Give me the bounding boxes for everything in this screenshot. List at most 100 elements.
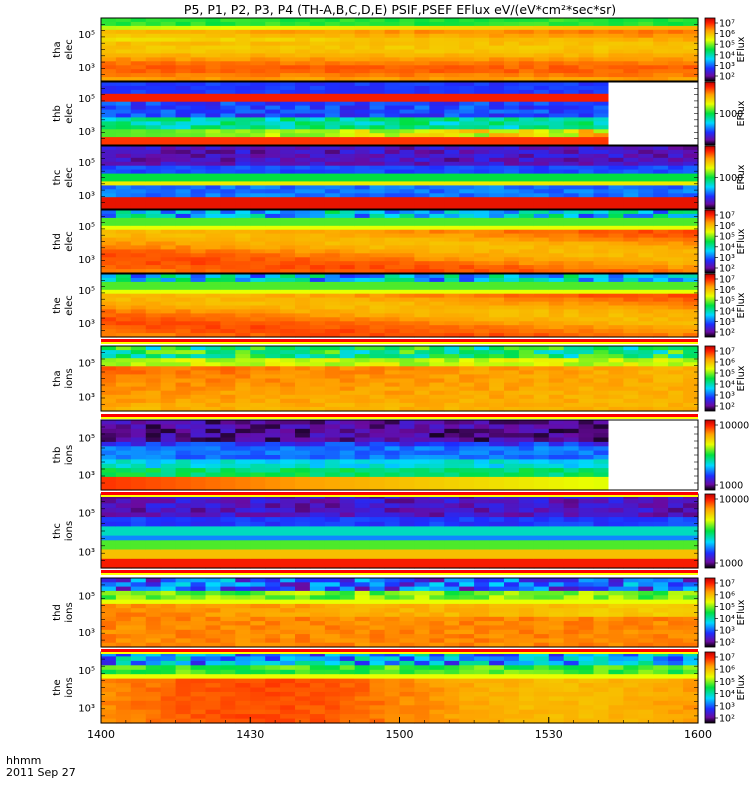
heatmap-cell	[295, 189, 311, 194]
heatmap-cell	[339, 517, 356, 523]
heatmap-cell	[324, 217, 341, 223]
heatmap-cell	[608, 257, 624, 262]
heatmap-cell	[309, 285, 326, 291]
heatmap-cell	[265, 468, 281, 474]
heatmap-cell	[205, 149, 221, 155]
heatmap-cell	[548, 424, 565, 430]
heatmap-cell	[593, 193, 609, 198]
heatmap-cell	[339, 293, 356, 299]
heatmap-cell	[295, 446, 311, 452]
heatmap-cell	[653, 257, 669, 262]
heatmap-cell	[354, 213, 371, 219]
heatmap-cell	[593, 481, 609, 487]
heatmap-cell	[295, 424, 311, 430]
heatmap-cell	[444, 374, 460, 380]
heatmap-cell	[205, 269, 221, 274]
heatmap-cell	[354, 249, 371, 254]
heatmap-cell	[101, 153, 117, 159]
heatmap-cell	[429, 165, 445, 171]
heatmap-cell	[399, 173, 415, 179]
heatmap-cell	[548, 386, 565, 392]
heatmap-cell	[384, 21, 401, 27]
heatmap-cell	[339, 82, 356, 87]
heatmap-cell	[384, 113, 401, 118]
heatmap-cell	[638, 93, 654, 99]
heatmap-cell	[250, 317, 266, 322]
heatmap-cell	[608, 93, 624, 99]
heatmap-cell	[235, 277, 251, 283]
heatmap-cell	[518, 61, 535, 66]
heatmap-cell	[459, 205, 475, 210]
heatmap-cell	[504, 398, 520, 404]
heatmap-cell	[593, 229, 609, 235]
heatmap-cell	[354, 37, 371, 43]
heatmap-cell	[563, 117, 580, 122]
heatmap-cell	[160, 305, 177, 310]
heatmap-cell	[593, 205, 609, 210]
heatmap-cell	[683, 121, 699, 126]
heatmap-cell	[220, 459, 236, 465]
heatmap-cell	[414, 249, 430, 254]
heatmap-cell	[683, 133, 699, 138]
heatmap-cell	[220, 285, 236, 291]
heatmap-cell	[101, 420, 117, 425]
heatmap-cell	[504, 321, 520, 326]
heatmap-cell	[295, 455, 311, 460]
heatmap-cell	[653, 213, 669, 219]
heatmap-cell	[339, 257, 356, 262]
heatmap-cell	[489, 309, 505, 314]
heatmap-cell	[578, 161, 595, 167]
heatmap-cell	[563, 233, 580, 239]
heatmap-cell	[101, 97, 117, 103]
heatmap-cell	[608, 437, 624, 443]
heatmap-cell	[653, 420, 669, 425]
heatmap-cell	[638, 446, 654, 452]
heatmap-cell	[309, 221, 326, 227]
heatmap-cell	[653, 476, 669, 482]
heatmap-cell	[309, 354, 326, 359]
heatmap-cell	[444, 157, 460, 163]
heatmap-cell	[653, 57, 669, 62]
heatmap-cell	[250, 366, 266, 371]
heatmap-cell	[250, 517, 266, 523]
heatmap-cell	[160, 346, 177, 351]
heatmap-cell	[518, 37, 535, 43]
heatmap-cell	[160, 540, 177, 546]
heatmap-cell	[339, 193, 356, 198]
heatmap-cell	[399, 193, 415, 198]
heatmap-cell	[504, 153, 520, 159]
heatmap-cell	[384, 177, 401, 182]
heatmap-cell	[593, 468, 609, 474]
heatmap-cell	[339, 29, 356, 35]
heatmap-cell	[474, 269, 490, 274]
heatmap-cell	[668, 305, 684, 310]
heatmap-cell	[459, 274, 475, 279]
heatmap-cell	[115, 333, 132, 338]
heatmap-cell	[205, 305, 221, 310]
heatmap-cell	[250, 181, 266, 186]
heatmap-cell	[175, 269, 192, 274]
heatmap-cell	[668, 317, 684, 322]
heatmap-cell	[295, 261, 311, 266]
heatmap-cell	[295, 82, 311, 87]
heatmap-cell	[533, 329, 550, 334]
heatmap-cell	[101, 463, 117, 469]
heatmap-cell	[563, 125, 580, 130]
heatmap-cell	[623, 73, 639, 78]
heatmap-cell	[115, 153, 132, 159]
heatmap-cell	[399, 177, 415, 182]
heatmap-cell	[101, 205, 117, 210]
heatmap-cell	[354, 77, 371, 82]
heatmap-cell	[324, 89, 341, 95]
heatmap-cell	[250, 441, 266, 447]
heatmap-cell	[518, 133, 535, 138]
heatmap-cell	[175, 201, 192, 206]
heatmap-cell	[295, 297, 311, 303]
heatmap-cell	[175, 245, 192, 250]
heatmap-cell	[309, 321, 326, 326]
heatmap-cell	[608, 481, 624, 487]
panel-species-label: elec	[64, 167, 75, 188]
heatmap-cell	[459, 57, 475, 62]
heatmap-cell	[489, 398, 505, 404]
heatmap-cell	[235, 146, 251, 151]
